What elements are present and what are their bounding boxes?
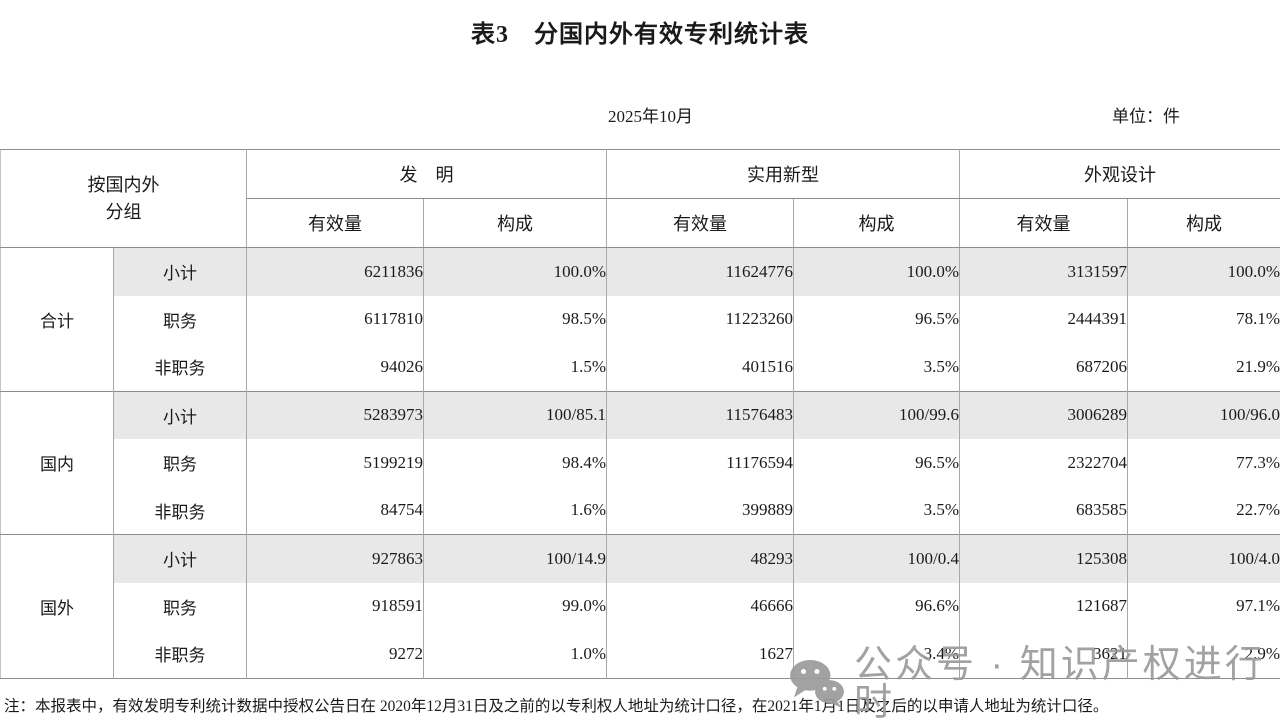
subcategory-cell: 职务: [113, 295, 247, 343]
group-cell-domestic: 国内: [0, 390, 114, 535]
value-cell: 2322704: [959, 439, 1128, 487]
value-cell: 399889: [606, 486, 794, 535]
subcategory-cell: 小计: [113, 247, 247, 296]
value-cell: 3131597: [959, 247, 1128, 296]
unit-label: 单位：件: [1112, 107, 1180, 126]
table-row: 合计 小计 6211836 100.0% 11624776 100.0% 313…: [0, 247, 1280, 391]
value-cell: 11576483: [606, 390, 794, 439]
value-cell: 927863: [246, 534, 424, 583]
value-cell: 1.6%: [423, 486, 607, 535]
patent-statistics-table: 按国内外 分组 发 明 实用新型 外观设计 有效量 构成 有效量 构成 有效量 …: [0, 149, 1280, 679]
value-cell: 6117810: [246, 295, 424, 343]
value-cell: 98.4%: [423, 439, 607, 487]
subcategory-cell: 小计: [113, 534, 247, 583]
value-cell: 125308: [959, 534, 1128, 583]
value-cell: 1.5%: [423, 343, 607, 391]
value-cell: 11176594: [606, 439, 794, 487]
value-cell: 687206: [959, 343, 1128, 391]
value-cell: 2444391: [959, 295, 1128, 343]
value-cell: 22.7%: [1127, 486, 1280, 535]
page-title: 表3 分国内外有效专利统计表: [471, 22, 809, 48]
subcategory-cell: 非职务: [113, 343, 247, 391]
value-cell: 46666: [606, 582, 794, 630]
group-header-line2: 分组: [105, 201, 142, 222]
value-cell: 100/14.9: [423, 534, 607, 583]
value-cell: 3621: [959, 630, 1128, 678]
column-header-design: 外观设计: [959, 149, 1280, 199]
value-cell: 9272: [246, 630, 424, 678]
subcategory-cell: 职务: [113, 582, 247, 630]
value-cell: 1.0%: [423, 630, 607, 678]
column-header-utility-valid: 有效量: [606, 198, 794, 248]
value-cell: 100/85.1: [423, 390, 607, 439]
value-cell: 77.3%: [1127, 439, 1280, 487]
value-cell: 98.5%: [423, 295, 607, 343]
value-cell: 3.5%: [793, 343, 960, 391]
value-cell: 21.9%: [1127, 343, 1280, 391]
table-row: 非职务 9272 1.0% 1627 3.4% 3621 2.9%: [1, 630, 1280, 678]
column-header-utility-composition: 构成: [793, 198, 960, 248]
value-cell: 100/4.0: [1127, 534, 1280, 583]
report-date: 2025年10月: [608, 107, 693, 126]
table-row: 职务 918591 99.0% 46666 96.6% 121687 97.1%: [1, 582, 1280, 630]
value-cell: 918591: [246, 582, 424, 630]
value-cell: 2.9%: [1127, 630, 1280, 678]
subcategory-cell: 小计: [113, 390, 247, 439]
wechat-icon: [788, 659, 846, 709]
group-header-line1: 按国内外: [87, 175, 160, 196]
value-cell: 99.0%: [423, 582, 607, 630]
value-cell: 6211836: [246, 247, 424, 296]
table-row: 国内 小计 5283973 100/85.1 11576483 100/99.6…: [0, 390, 1280, 535]
value-cell: 100.0%: [423, 247, 607, 296]
value-cell: 100.0%: [1127, 247, 1280, 296]
value-cell: 121687: [959, 582, 1128, 630]
value-cell: 78.1%: [1127, 295, 1280, 343]
value-cell: 96.5%: [793, 295, 960, 343]
group-cell-total: 合计: [0, 247, 114, 391]
watermark-text: 公众号 · 知识产权进行时: [854, 644, 1266, 724]
subcategory-cell: 职务: [113, 439, 247, 487]
value-cell: 100/99.6: [793, 390, 960, 439]
group-cell-foreign: 国外: [0, 534, 114, 678]
value-cell: 1627: [606, 630, 794, 678]
value-cell: 5283973: [246, 390, 424, 439]
column-header-design-valid: 有效量: [959, 198, 1128, 248]
value-cell: 5199219: [246, 439, 424, 487]
value-cell: 96.5%: [793, 439, 960, 487]
column-header-design-composition: 构成: [1127, 198, 1280, 248]
subcategory-cell: 非职务: [113, 486, 247, 535]
value-cell: 100/0.4: [793, 534, 960, 583]
table-row: 非职务 84754 1.6% 399889 3.5% 683585 22.7%: [1, 486, 1280, 535]
value-cell: 3.5%: [793, 486, 960, 535]
column-header-group: 按国内外 分组: [0, 149, 247, 248]
table-row: 非职务 94026 1.5% 401516 3.5% 687206 21.9%: [1, 343, 1280, 391]
watermark: 公众号 · 知识产权进行时: [788, 646, 1280, 722]
value-cell: 11624776: [606, 247, 794, 296]
value-cell: 11223260: [606, 295, 794, 343]
column-header-invention-valid: 有效量: [246, 198, 424, 248]
value-cell: 3006289: [959, 390, 1128, 439]
value-cell: 100/96.0: [1127, 390, 1280, 439]
value-cell: 84754: [246, 486, 424, 535]
value-cell: 48293: [606, 534, 794, 583]
value-cell: 97.1%: [1127, 582, 1280, 630]
value-cell: 94026: [246, 343, 424, 391]
value-cell: 96.6%: [793, 582, 960, 630]
table-row: 职务 6117810 98.5% 11223260 96.5% 2444391 …: [1, 295, 1280, 343]
subcategory-cell: 非职务: [113, 630, 247, 678]
column-header-invention-composition: 构成: [423, 198, 607, 248]
value-cell: 683585: [959, 486, 1128, 535]
column-header-utility-model: 实用新型: [606, 149, 960, 199]
table-row: 职务 5199219 98.4% 11176594 96.5% 2322704 …: [1, 439, 1280, 487]
table-row: 国外 小计 927863 100/14.9 48293 100/0.4 1253…: [0, 534, 1280, 678]
value-cell: 100.0%: [793, 247, 960, 296]
value-cell: 401516: [606, 343, 794, 391]
column-header-invention: 发 明: [246, 149, 607, 199]
